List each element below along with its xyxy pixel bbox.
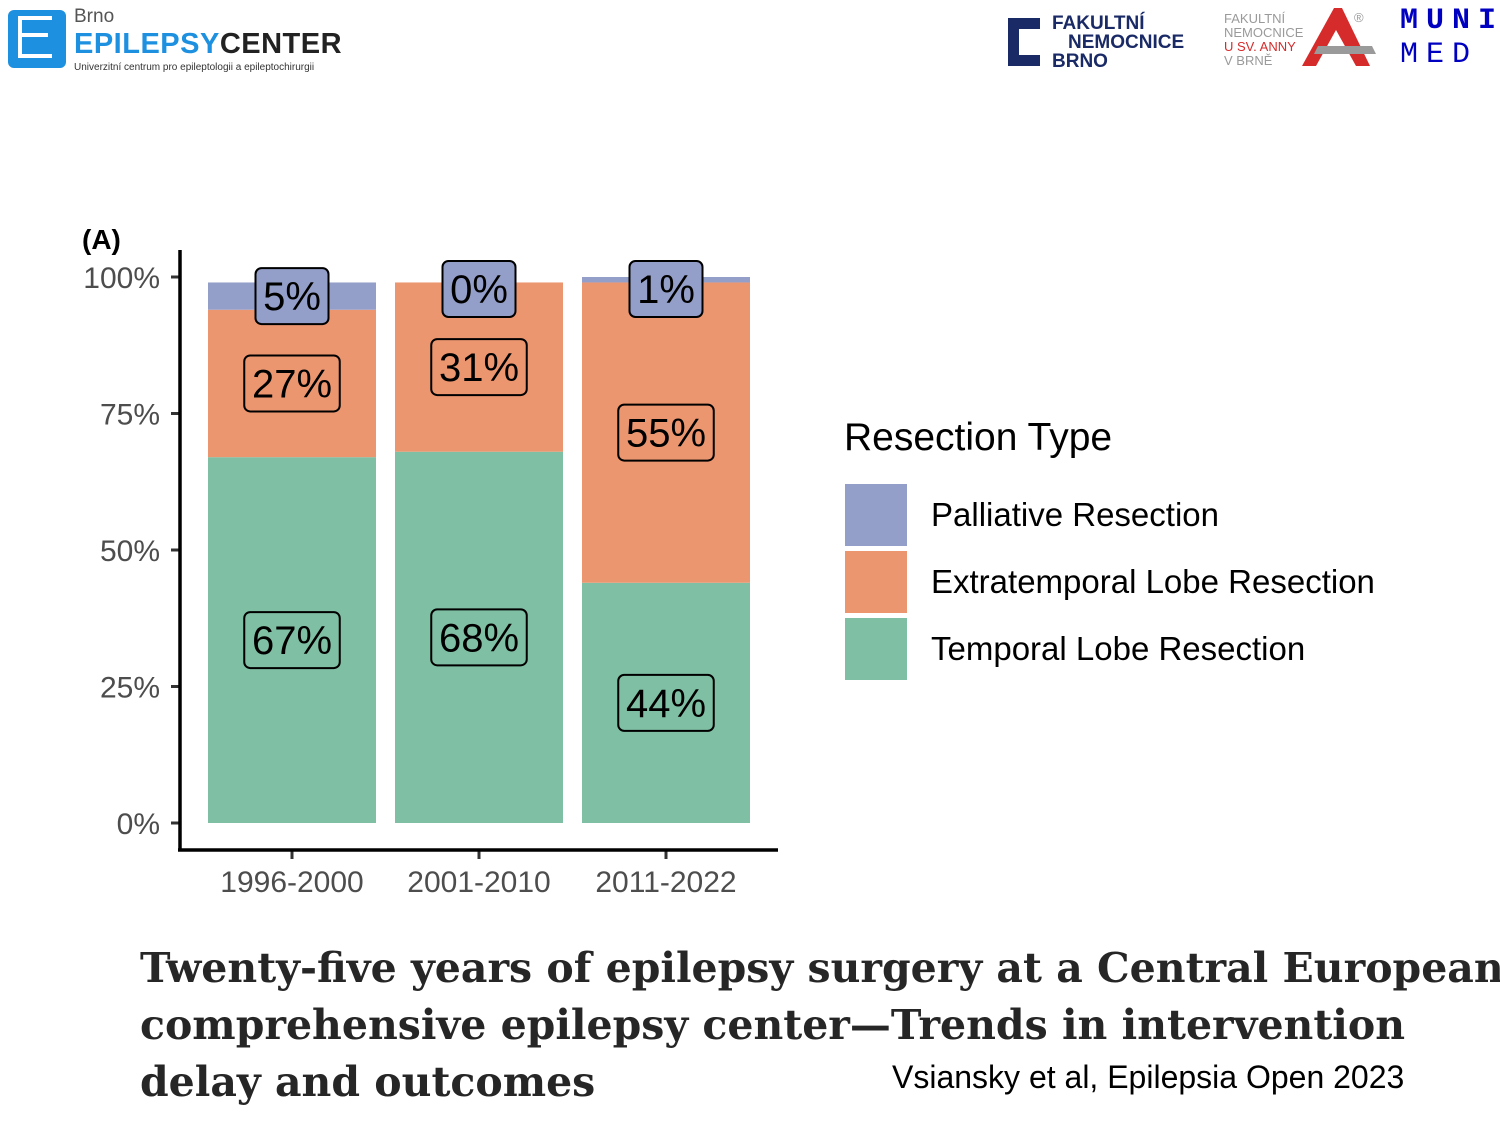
paper-title-line1: Twenty-five years of epilepsy surgery at…: [140, 944, 1500, 992]
fn-brno-line3: BRNO: [1052, 51, 1108, 72]
y-tick-label: 0%: [117, 808, 160, 841]
legend-item-palliative: Palliative Resection: [844, 484, 1444, 551]
legend: Resection Type Palliative Resection Extr…: [844, 414, 1444, 685]
logo-name-part2: CENTER: [219, 28, 343, 60]
value-label-box-extratemporal-period-2001-2010: [430, 338, 528, 397]
value-label-extratemporal-period-2011-2022: 55%: [626, 412, 706, 456]
value-label-extratemporal-period-1996-2000: 27%: [252, 362, 332, 406]
value-label-temporal-period-1996-2000: 67%: [252, 619, 332, 663]
value-label-box-temporal-period-2001-2010: [430, 608, 528, 667]
muni-line2: MED: [1400, 38, 1479, 72]
fnusa-a-icon: ®: [1302, 8, 1376, 66]
paper-title-line2: comprehensive epilepsy center—Trends in …: [140, 1001, 1406, 1049]
fn-brno-line1: FAKULTNÍ: [1052, 13, 1145, 34]
value-label-box-temporal-period-1996-2000: [243, 611, 341, 670]
fn-brno-logo: FAKULTNÍ NEMOCNICE BRNO: [1006, 13, 1206, 72]
value-label-palliative-period-2001-2010: 0%: [450, 268, 508, 312]
logo-city: Brno: [74, 6, 115, 27]
logo-name-part1: EPILEPSY: [74, 28, 220, 60]
legend-swatch-palliative: [845, 484, 907, 546]
fnusa-line3: U SV. ANNY: [1224, 39, 1296, 54]
logo-name: EPILEPSYCENTER: [74, 28, 342, 61]
value-label-palliative-period-2011-2022: 1%: [637, 268, 695, 312]
value-label-extratemporal-period-2001-2010: 31%: [439, 346, 519, 390]
fnusa-line4: V BRNĚ: [1224, 53, 1273, 68]
logo-subtitle: Univerzitní centrum pro epileptologii a …: [74, 62, 315, 73]
value-label-box-palliative-period-1996-2000: [254, 267, 330, 326]
x-tick-label: 1996-2000: [220, 866, 363, 899]
y-tick-label: 75%: [100, 399, 160, 432]
legend-item-temporal: Temporal Lobe Resection: [844, 618, 1444, 685]
fnusa-registered-mark: ®: [1354, 10, 1364, 25]
paper-title-line3: delay and outcomes: [140, 1058, 596, 1106]
fnusa-line1: FAKULTNÍ: [1224, 11, 1286, 26]
y-tick-label: 25%: [100, 672, 160, 705]
legend-label-extratemporal: Extratemporal Lobe Resection: [931, 563, 1375, 600]
muni-line1: MUNI: [1400, 4, 1500, 38]
fn-brno-line2: NEMOCNICE: [1068, 32, 1185, 53]
value-label-box-palliative-period-2011-2022: [628, 260, 704, 318]
value-label-box-temporal-period-2011-2022: [617, 673, 715, 732]
panel-tag: (A): [82, 224, 121, 255]
value-label-box-palliative-period-2001-2010: [441, 260, 517, 318]
citation: Vsiansky et al, Epilepsia Open 2023: [892, 1059, 1405, 1095]
value-label-palliative-period-1996-2000: 5%: [263, 275, 321, 319]
epilepsy-center-logo: Brno EPILEPSYCENTER Univerzitní centrum …: [8, 6, 348, 73]
x-tick-label: 2001-2010: [407, 866, 550, 899]
x-tick-label: 2011-2022: [595, 866, 736, 899]
fn-brno-mark-icon: [1008, 18, 1040, 66]
muni-med-logo: MUNI MED: [1400, 4, 1496, 74]
legend-swatch-temporal: [845, 618, 907, 680]
y-tick-label: 100%: [83, 262, 160, 295]
value-label-box-extratemporal-period-1996-2000: [243, 354, 341, 413]
paper-title: Twenty-five years of epilepsy surgery at…: [140, 940, 1500, 1111]
fnusa-line2: NEMOCNICE: [1224, 25, 1304, 40]
legend-swatch-extratemporal: [845, 551, 907, 613]
y-tick-label: 50%: [100, 535, 160, 568]
legend-title: Resection Type: [844, 416, 1113, 459]
bar-labels-layer: 67% 27% 5% 68% 31% 0% 44% 55% 1%: [243, 260, 715, 732]
axes-layer: 1996-2000 2001-2010 2011-2022 0% 25% 50% 75% 10…: [83, 250, 778, 899]
epilepsy-center-e-icon: [8, 10, 66, 68]
legend-label-palliative: Palliative Resection: [931, 496, 1219, 533]
fnusa-logo: FAKULTNÍ NEMOCNICE U SV. ANNY V BRNĚ ®: [1222, 6, 1382, 68]
value-label-temporal-period-2001-2010: 68%: [439, 616, 519, 660]
legend-label-temporal: Temporal Lobe Resection: [931, 630, 1306, 667]
legend-item-extratemporal: Extratemporal Lobe Resection: [844, 551, 1444, 618]
value-label-box-extratemporal-period-2011-2022: [617, 403, 715, 462]
value-label-temporal-period-2011-2022: 44%: [626, 682, 706, 726]
